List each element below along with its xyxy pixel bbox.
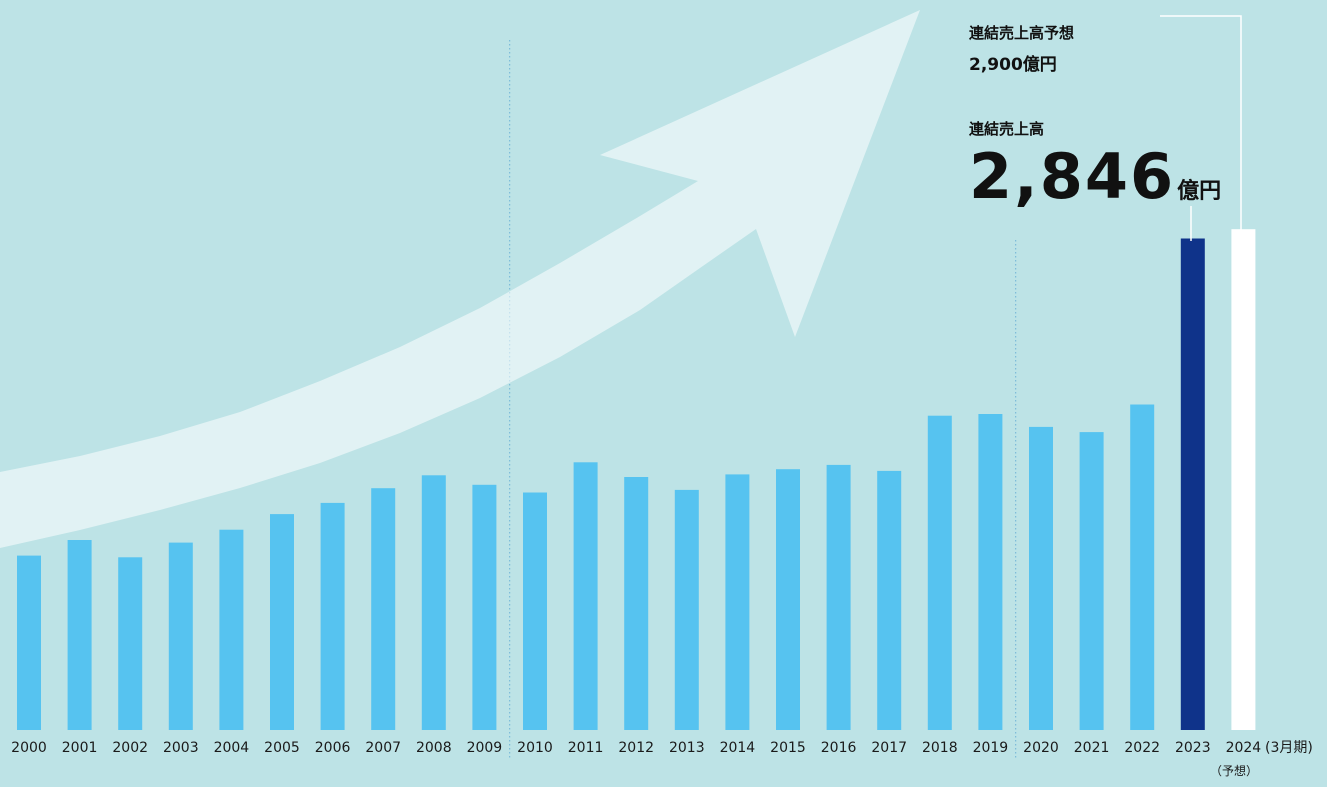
bar-2017 (877, 470, 902, 730)
tick-label-2009: 2009 (467, 740, 503, 756)
x-axis-unit-note: (3月期) (1265, 740, 1313, 756)
tick-label-2010: 2010 (517, 740, 553, 756)
bar-2015 (776, 469, 800, 730)
tick-label-2022: 2022 (1124, 740, 1160, 756)
tick-label-2018: 2018 (922, 740, 958, 756)
tick-label-2000: 2000 (11, 740, 47, 756)
bar-2003 (168, 542, 193, 730)
bar-2010 (523, 492, 547, 730)
tick-label-2021: 2021 (1074, 740, 1110, 756)
bar-2013 (674, 489, 699, 730)
bar-2022 (1130, 404, 1155, 730)
forecast-connector-line (1160, 15, 1242, 232)
tick-label-2013: 2013 (669, 740, 705, 756)
actual-value-number: 2,846 (969, 140, 1176, 213)
tick-label-2024: 2024 (1226, 740, 1262, 756)
tick-label-2014: 2014 (720, 740, 756, 756)
tick-label-2020: 2020 (1023, 740, 1059, 756)
bar-2020 (1029, 426, 1053, 730)
bar-2005 (270, 514, 294, 730)
bar-2011 (573, 462, 598, 730)
bar-2018 (927, 415, 952, 730)
actual-value: 2,846億円 (969, 140, 1221, 213)
bar-2008 (421, 475, 446, 730)
tick-label-2005: 2005 (264, 740, 300, 756)
actual-value-unit: 億円 (1177, 179, 1222, 204)
tick-label-2007: 2007 (365, 740, 401, 756)
tick-label-2002: 2002 (112, 740, 148, 756)
tick-label-2001: 2001 (62, 740, 98, 756)
callout-connectors (1160, 15, 1242, 241)
actual-label: 連結売上高 (969, 120, 1045, 138)
forecast-tick-note: （予想） (1210, 763, 1258, 778)
bar-2004 (219, 529, 244, 730)
tick-label-2004: 2004 (214, 740, 250, 756)
tick-label-2017: 2017 (871, 740, 907, 756)
growth-arrow-icon (0, 10, 920, 548)
bar-2006 (320, 502, 345, 730)
tick-label-2011: 2011 (568, 740, 604, 756)
forecast-value: 2,900億円 (969, 55, 1057, 75)
tick-label-2016: 2016 (821, 740, 857, 756)
forecast-label: 連結売上高予想 (969, 24, 1075, 42)
bar-2016 (826, 464, 851, 730)
tick-label-2015: 2015 (770, 740, 806, 756)
bar-2021 (1079, 432, 1104, 730)
x-axis-tick-labels: 2000 2001 2002 2003 2004 2005 2006 2007 2008 2009… (11, 740, 1261, 756)
period-dividers (509, 40, 1017, 760)
tick-label-2006: 2006 (315, 740, 351, 756)
bar-2024 (1231, 229, 1256, 730)
bar-2019 (978, 414, 1003, 730)
tick-label-2023: 2023 (1175, 740, 1211, 756)
bar-2001 (67, 540, 92, 730)
bar-2002 (118, 557, 143, 730)
tick-label-2012: 2012 (618, 740, 654, 756)
bar-2009 (472, 484, 497, 730)
tick-label-2003: 2003 (163, 740, 199, 756)
bar-2007 (371, 488, 396, 730)
tick-label-2019: 2019 (973, 740, 1009, 756)
bar-group (17, 229, 1256, 730)
bar-2014 (725, 474, 750, 730)
bar-2000 (17, 555, 41, 730)
tick-label-2008: 2008 (416, 740, 452, 756)
bar-2012 (624, 477, 649, 730)
bar-2023 (1180, 238, 1205, 730)
